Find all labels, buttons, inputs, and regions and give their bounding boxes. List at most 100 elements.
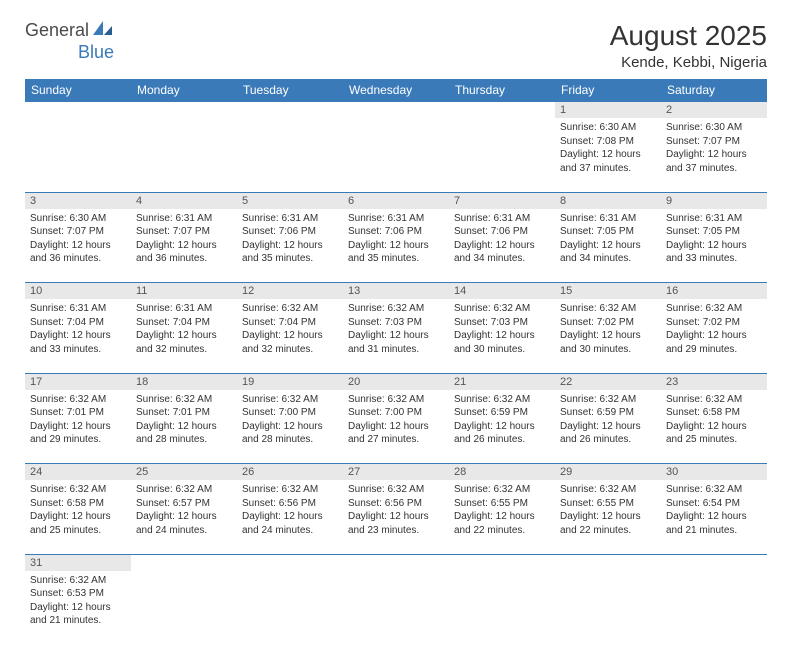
sunset: Sunset: 6:55 PM: [454, 497, 550, 511]
empty-daynum: [449, 554, 555, 571]
daynum-7: 7: [449, 192, 555, 209]
day-14-info: Sunrise: 6:32 AMSunset: 7:03 PMDaylight:…: [449, 299, 555, 373]
header: General August 2025 Kende, Kebbi, Nigeri…: [25, 20, 767, 71]
sunrise: Sunrise: 6:31 AM: [666, 212, 762, 226]
sunset: Sunset: 7:07 PM: [136, 225, 232, 239]
day-header-monday: Monday: [131, 79, 237, 102]
sunrise: Sunrise: 6:32 AM: [136, 483, 232, 497]
sunrise: Sunrise: 6:31 AM: [348, 212, 444, 226]
daynum-27: 27: [343, 464, 449, 481]
logo-text-blue-wrap: Blue: [25, 42, 114, 63]
sunset: Sunset: 6:53 PM: [30, 587, 126, 601]
daynum-1: 1: [555, 102, 661, 119]
daylight: Daylight: 12 hours and 26 minutes.: [560, 420, 656, 447]
daynum-11: 11: [131, 283, 237, 300]
sunset: Sunset: 6:57 PM: [136, 497, 232, 511]
sunrise: Sunrise: 6:32 AM: [454, 302, 550, 316]
sunset: Sunset: 7:00 PM: [242, 406, 338, 420]
day-1-info: Sunrise: 6:30 AMSunset: 7:08 PMDaylight:…: [555, 118, 661, 192]
daylight: Daylight: 12 hours and 29 minutes.: [30, 420, 126, 447]
sunrise: Sunrise: 6:31 AM: [30, 302, 126, 316]
empty-daynum: [237, 554, 343, 571]
sunset: Sunset: 7:06 PM: [242, 225, 338, 239]
daynum-21: 21: [449, 373, 555, 390]
sunset: Sunset: 7:00 PM: [348, 406, 444, 420]
sunset: Sunset: 6:59 PM: [560, 406, 656, 420]
week-2-info-row: Sunrise: 6:31 AMSunset: 7:04 PMDaylight:…: [25, 299, 767, 373]
empty-daynum: [343, 554, 449, 571]
day-11-info: Sunrise: 6:31 AMSunset: 7:04 PMDaylight:…: [131, 299, 237, 373]
day-header-row: SundayMondayTuesdayWednesdayThursdayFrid…: [25, 79, 767, 102]
daynum-6: 6: [343, 192, 449, 209]
sunset: Sunset: 7:07 PM: [30, 225, 126, 239]
daylight: Daylight: 12 hours and 29 minutes.: [666, 329, 762, 356]
daylight: Daylight: 12 hours and 32 minutes.: [242, 329, 338, 356]
empty-cell: [449, 118, 555, 192]
daylight: Daylight: 12 hours and 31 minutes.: [348, 329, 444, 356]
sunset: Sunset: 6:58 PM: [666, 406, 762, 420]
sunset: Sunset: 7:07 PM: [666, 135, 762, 149]
empty-cell: [237, 118, 343, 192]
daynum-5: 5: [237, 192, 343, 209]
day-5-info: Sunrise: 6:31 AMSunset: 7:06 PMDaylight:…: [237, 209, 343, 283]
sunset: Sunset: 7:04 PM: [242, 316, 338, 330]
sunset: Sunset: 7:03 PM: [348, 316, 444, 330]
sunrise: Sunrise: 6:32 AM: [242, 393, 338, 407]
daynum-19: 19: [237, 373, 343, 390]
week-0-daynum-row: 12: [25, 102, 767, 119]
empty-daynum: [131, 102, 237, 119]
calendar-table: SundayMondayTuesdayWednesdayThursdayFrid…: [25, 79, 767, 645]
day-30-info: Sunrise: 6:32 AMSunset: 6:54 PMDaylight:…: [661, 480, 767, 554]
sunset: Sunset: 7:06 PM: [348, 225, 444, 239]
sunset: Sunset: 7:03 PM: [454, 316, 550, 330]
sunset: Sunset: 7:05 PM: [560, 225, 656, 239]
week-3-info-row: Sunrise: 6:32 AMSunset: 7:01 PMDaylight:…: [25, 390, 767, 464]
daylight: Daylight: 12 hours and 24 minutes.: [242, 510, 338, 537]
sunrise: Sunrise: 6:32 AM: [348, 302, 444, 316]
daylight: Daylight: 12 hours and 33 minutes.: [30, 329, 126, 356]
daynum-22: 22: [555, 373, 661, 390]
daynum-16: 16: [661, 283, 767, 300]
day-9-info: Sunrise: 6:31 AMSunset: 7:05 PMDaylight:…: [661, 209, 767, 283]
day-27-info: Sunrise: 6:32 AMSunset: 6:56 PMDaylight:…: [343, 480, 449, 554]
day-3-info: Sunrise: 6:30 AMSunset: 7:07 PMDaylight:…: [25, 209, 131, 283]
daylight: Daylight: 12 hours and 28 minutes.: [136, 420, 232, 447]
week-4-info-row: Sunrise: 6:32 AMSunset: 6:58 PMDaylight:…: [25, 480, 767, 554]
sunrise: Sunrise: 6:31 AM: [136, 212, 232, 226]
day-31-info: Sunrise: 6:32 AMSunset: 6:53 PMDaylight:…: [25, 571, 131, 645]
daylight: Daylight: 12 hours and 34 minutes.: [454, 239, 550, 266]
day-26-info: Sunrise: 6:32 AMSunset: 6:56 PMDaylight:…: [237, 480, 343, 554]
location: Kende, Kebbi, Nigeria: [610, 54, 767, 71]
daynum-13: 13: [343, 283, 449, 300]
sunrise: Sunrise: 6:31 AM: [242, 212, 338, 226]
week-5-info-row: Sunrise: 6:32 AMSunset: 6:53 PMDaylight:…: [25, 571, 767, 645]
week-1-daynum-row: 3456789: [25, 192, 767, 209]
sunset: Sunset: 6:56 PM: [348, 497, 444, 511]
day-header-wednesday: Wednesday: [343, 79, 449, 102]
sunset: Sunset: 7:02 PM: [666, 316, 762, 330]
month-title: August 2025: [610, 20, 767, 52]
empty-daynum: [555, 554, 661, 571]
daylight: Daylight: 12 hours and 32 minutes.: [136, 329, 232, 356]
day-21-info: Sunrise: 6:32 AMSunset: 6:59 PMDaylight:…: [449, 390, 555, 464]
sunset: Sunset: 6:59 PM: [454, 406, 550, 420]
sunrise: Sunrise: 6:32 AM: [666, 393, 762, 407]
sunset: Sunset: 7:08 PM: [560, 135, 656, 149]
sunrise: Sunrise: 6:32 AM: [30, 483, 126, 497]
empty-cell: [449, 571, 555, 645]
day-22-info: Sunrise: 6:32 AMSunset: 6:59 PMDaylight:…: [555, 390, 661, 464]
sunrise: Sunrise: 6:31 AM: [454, 212, 550, 226]
daylight: Daylight: 12 hours and 23 minutes.: [348, 510, 444, 537]
daylight: Daylight: 12 hours and 21 minutes.: [30, 601, 126, 628]
daynum-8: 8: [555, 192, 661, 209]
sunset: Sunset: 7:01 PM: [136, 406, 232, 420]
day-24-info: Sunrise: 6:32 AMSunset: 6:58 PMDaylight:…: [25, 480, 131, 554]
sunrise: Sunrise: 6:30 AM: [30, 212, 126, 226]
daylight: Daylight: 12 hours and 30 minutes.: [560, 329, 656, 356]
title-block: August 2025 Kende, Kebbi, Nigeria: [610, 20, 767, 71]
day-15-info: Sunrise: 6:32 AMSunset: 7:02 PMDaylight:…: [555, 299, 661, 373]
sunrise: Sunrise: 6:32 AM: [242, 302, 338, 316]
daynum-2: 2: [661, 102, 767, 119]
day-19-info: Sunrise: 6:32 AMSunset: 7:00 PMDaylight:…: [237, 390, 343, 464]
sunrise: Sunrise: 6:32 AM: [666, 302, 762, 316]
